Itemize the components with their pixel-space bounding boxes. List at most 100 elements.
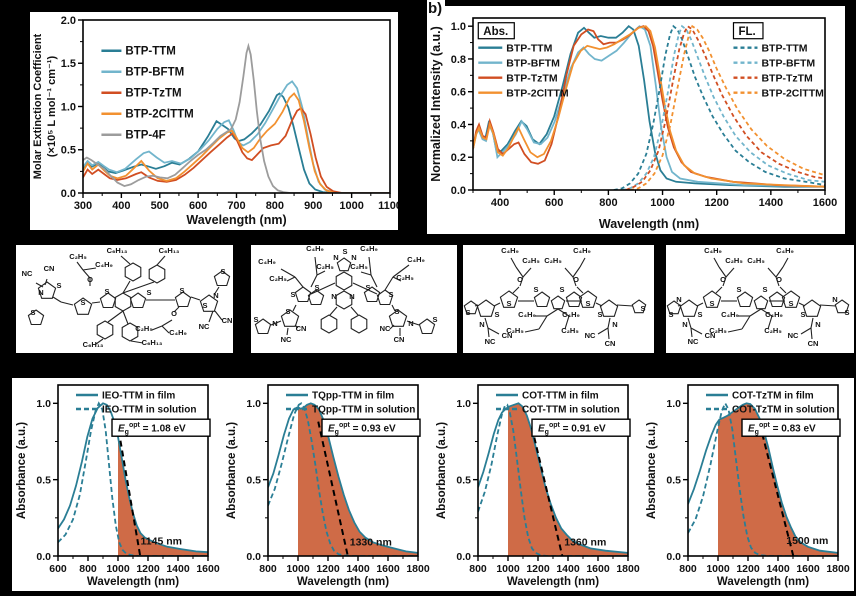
atom-label: N xyxy=(408,319,413,328)
x-axis-title: Wavelength (nm) xyxy=(717,576,809,588)
series-btp-4f xyxy=(83,42,390,193)
x-tick-label: 1000 xyxy=(706,563,730,575)
atom-label: S xyxy=(597,310,602,319)
atom-label: C₂H₅ xyxy=(561,326,579,335)
ring-bond xyxy=(388,309,408,327)
atom-label: C₄H₉ xyxy=(721,310,739,319)
atom-label: C₂H₅ xyxy=(506,326,524,335)
bond xyxy=(515,266,524,278)
atom-label: NC xyxy=(380,324,391,333)
ring-bond xyxy=(418,318,436,335)
atom-label: CN xyxy=(808,339,819,348)
x-tick-label: 1600 xyxy=(196,563,220,575)
bond xyxy=(779,286,787,294)
x-axis-title: Wavelength (nm) xyxy=(297,576,389,588)
x-tick-label: 1000 xyxy=(339,200,363,212)
x-axis-title: Wavelength (nm) xyxy=(87,576,179,588)
onset-wavelength-label: 1330 nm xyxy=(350,536,392,548)
structure-panel-3: C₄H₉ C₂H₅ C₂H₅ C₄H₉ O O S S S S C₄H₉ C₂H₅ C₄H₉ C₂H₅ S N… xyxy=(463,245,654,353)
x-tick-label: 1800 xyxy=(406,563,430,575)
series-film xyxy=(58,402,208,554)
series-abs-btp-2clttm xyxy=(473,25,825,188)
series-fl-btp-tztm xyxy=(625,24,825,190)
atom-label: C₂H₅ xyxy=(747,256,765,265)
x-axis-title: Wavelength (nm) xyxy=(186,213,286,227)
bond xyxy=(760,308,773,317)
bond xyxy=(173,306,180,313)
ring-bond xyxy=(335,271,353,291)
atom-label: S xyxy=(533,285,538,294)
series-fl-btp-bftm xyxy=(621,24,825,190)
x-tick-label: 1800 xyxy=(616,563,640,575)
atom-label: CN xyxy=(502,331,513,340)
bond xyxy=(522,267,532,278)
atom-label: N xyxy=(272,319,277,328)
x-tick-label: 1600 xyxy=(586,563,610,575)
bond xyxy=(270,320,282,326)
ring-bond xyxy=(565,291,583,308)
y-tick-label: 0.5 xyxy=(666,474,681,486)
atom-label: C₂H₅ xyxy=(396,273,414,282)
bond xyxy=(597,327,609,335)
x-tick-label: 1400 xyxy=(166,563,190,575)
ring-bond xyxy=(834,299,850,314)
y-tick-label: 0.5 xyxy=(61,145,76,157)
cot-ttm-plot-cell: 1360 nm 800 1000 1200 1400 1600 1800 0.0 0.5 1.0 W… xyxy=(432,378,642,591)
atom-label: NC xyxy=(788,331,799,340)
atom-label: S xyxy=(104,287,109,296)
bond xyxy=(352,282,378,295)
shaded-absorption-area xyxy=(118,436,208,556)
bond xyxy=(538,315,548,330)
x-tick-label: 1400 xyxy=(556,563,580,575)
x-tick-label: 1200 xyxy=(526,563,550,575)
bond xyxy=(512,286,520,294)
atom-label: C₄H₉ xyxy=(407,255,425,264)
y-tick-label: 0.6 xyxy=(451,87,466,99)
bandgap-label: Egopt = 1.08 eV xyxy=(118,422,186,436)
shaded-absorption-area xyxy=(508,403,628,556)
atom-label: S xyxy=(709,299,714,308)
x-tick-label: 1400 xyxy=(759,197,783,209)
x-tick-label: 800 xyxy=(266,200,284,212)
y-axis-title: Absorbance (a.u.) xyxy=(646,422,658,519)
ring-bond xyxy=(802,299,822,317)
x-tick-label: 400 xyxy=(491,197,509,209)
y-axis-title: Molar Extinction Coefficient xyxy=(32,33,44,179)
x-tick-label: 800 xyxy=(469,563,487,575)
atom-label: NC xyxy=(485,337,496,346)
atom-label: C₄H₉ xyxy=(360,245,378,253)
bond xyxy=(607,317,611,329)
atom-label: S xyxy=(179,286,184,295)
x-tick-label: 1000 xyxy=(650,197,674,209)
legend-entry-label: BTP-2ClTTM xyxy=(125,108,193,120)
atom-label: C₂H₅ xyxy=(522,256,540,265)
legend-entry-label: TQpp-TTM in film xyxy=(312,391,394,402)
tangent-line xyxy=(317,421,349,556)
y-tick-label: 0.0 xyxy=(456,551,471,563)
bond xyxy=(572,276,577,287)
ring-bond xyxy=(96,320,114,340)
bond xyxy=(392,264,410,278)
shaded-absorption-area xyxy=(298,403,418,556)
bond xyxy=(350,306,359,316)
ring-bond xyxy=(476,299,496,317)
atom-label: N xyxy=(676,295,681,304)
series-fl-btp-ttm xyxy=(613,24,825,190)
bond xyxy=(107,310,124,323)
atom-label: C₄H₉ xyxy=(95,260,113,269)
ring-bond xyxy=(320,314,338,334)
tangent-line xyxy=(531,427,564,556)
x-tick-label: 1600 xyxy=(813,197,837,209)
shaded-absorption-area xyxy=(718,403,838,556)
atom-label: S xyxy=(342,247,347,256)
bond xyxy=(151,325,163,331)
bond xyxy=(82,267,97,271)
x-tick-label: 800 xyxy=(679,563,697,575)
x-tick-label: 300 xyxy=(74,200,92,212)
bond xyxy=(696,302,704,307)
tangent-line xyxy=(761,433,795,556)
bond xyxy=(519,276,524,287)
